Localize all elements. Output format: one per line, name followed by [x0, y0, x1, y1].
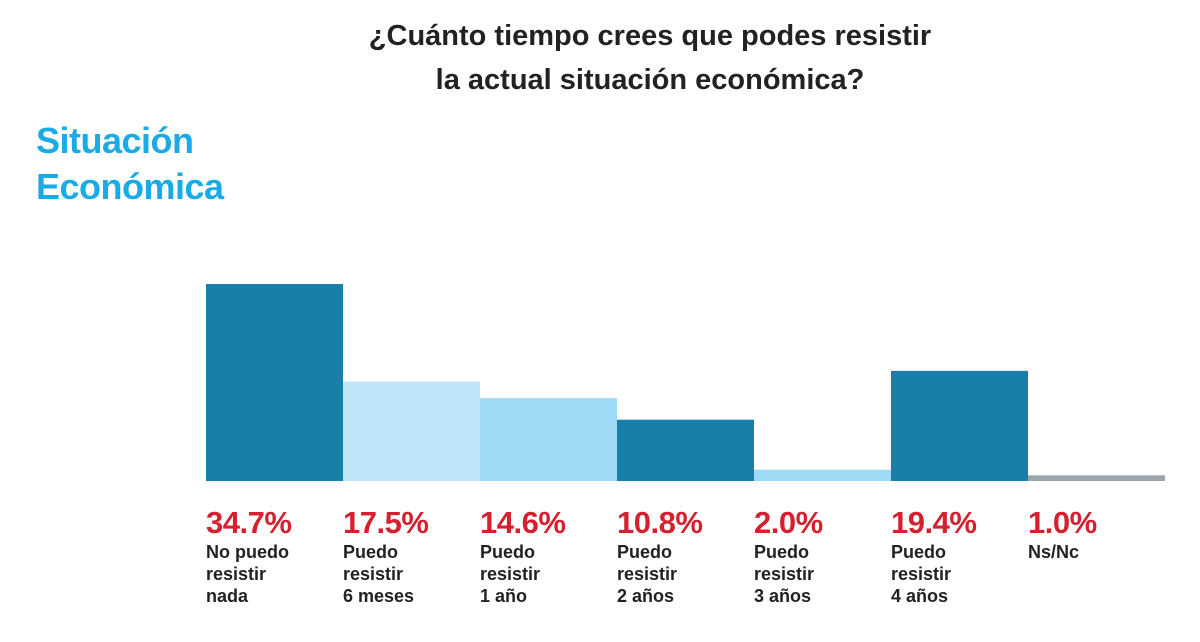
category-label: Ns/Nc — [1028, 542, 1080, 562]
category: 10.8% Puedo resistir 2 años — [617, 505, 754, 607]
value-label: 2.0% — [754, 505, 823, 540]
bar — [754, 469, 891, 481]
category: 2.0% Puedo resistir 3 años — [754, 505, 891, 607]
category: 19.4% Puedo resistir 4 años — [891, 505, 1028, 607]
value-label: 14.6% — [480, 505, 566, 540]
bar — [480, 398, 617, 481]
category-label: Puedo resistir 1 año — [480, 542, 541, 606]
section-label: Situación Económica — [36, 120, 224, 207]
category-label: No puedo resistir nada — [206, 542, 289, 606]
bar — [891, 370, 1028, 481]
category-label: Puedo resistir 6 meses — [343, 542, 415, 606]
bar — [617, 419, 754, 481]
value-label: 10.8% — [617, 505, 703, 540]
category: 14.6% Puedo resistir 1 año — [480, 505, 617, 607]
category-label: Puedo resistir 3 años — [754, 542, 815, 606]
value-label: 1.0% — [1028, 505, 1097, 540]
category-label: Puedo resistir 4 años — [891, 542, 952, 606]
category: 34.7% No puedo resistir nada — [206, 505, 343, 607]
chart-title: ¿Cuánto tiempo crees que podes resistir … — [368, 20, 932, 96]
value-label: 17.5% — [343, 505, 429, 540]
bar — [343, 381, 480, 481]
value-label: 34.7% — [206, 505, 292, 540]
value-label: 19.4% — [891, 505, 977, 540]
category: 1.0% Ns/Nc — [1028, 505, 1165, 563]
category: 17.5% Puedo resistir 6 meses — [343, 505, 480, 607]
bar — [206, 284, 343, 481]
category-label: Puedo resistir 2 años — [617, 542, 678, 606]
bar — [1028, 475, 1165, 481]
